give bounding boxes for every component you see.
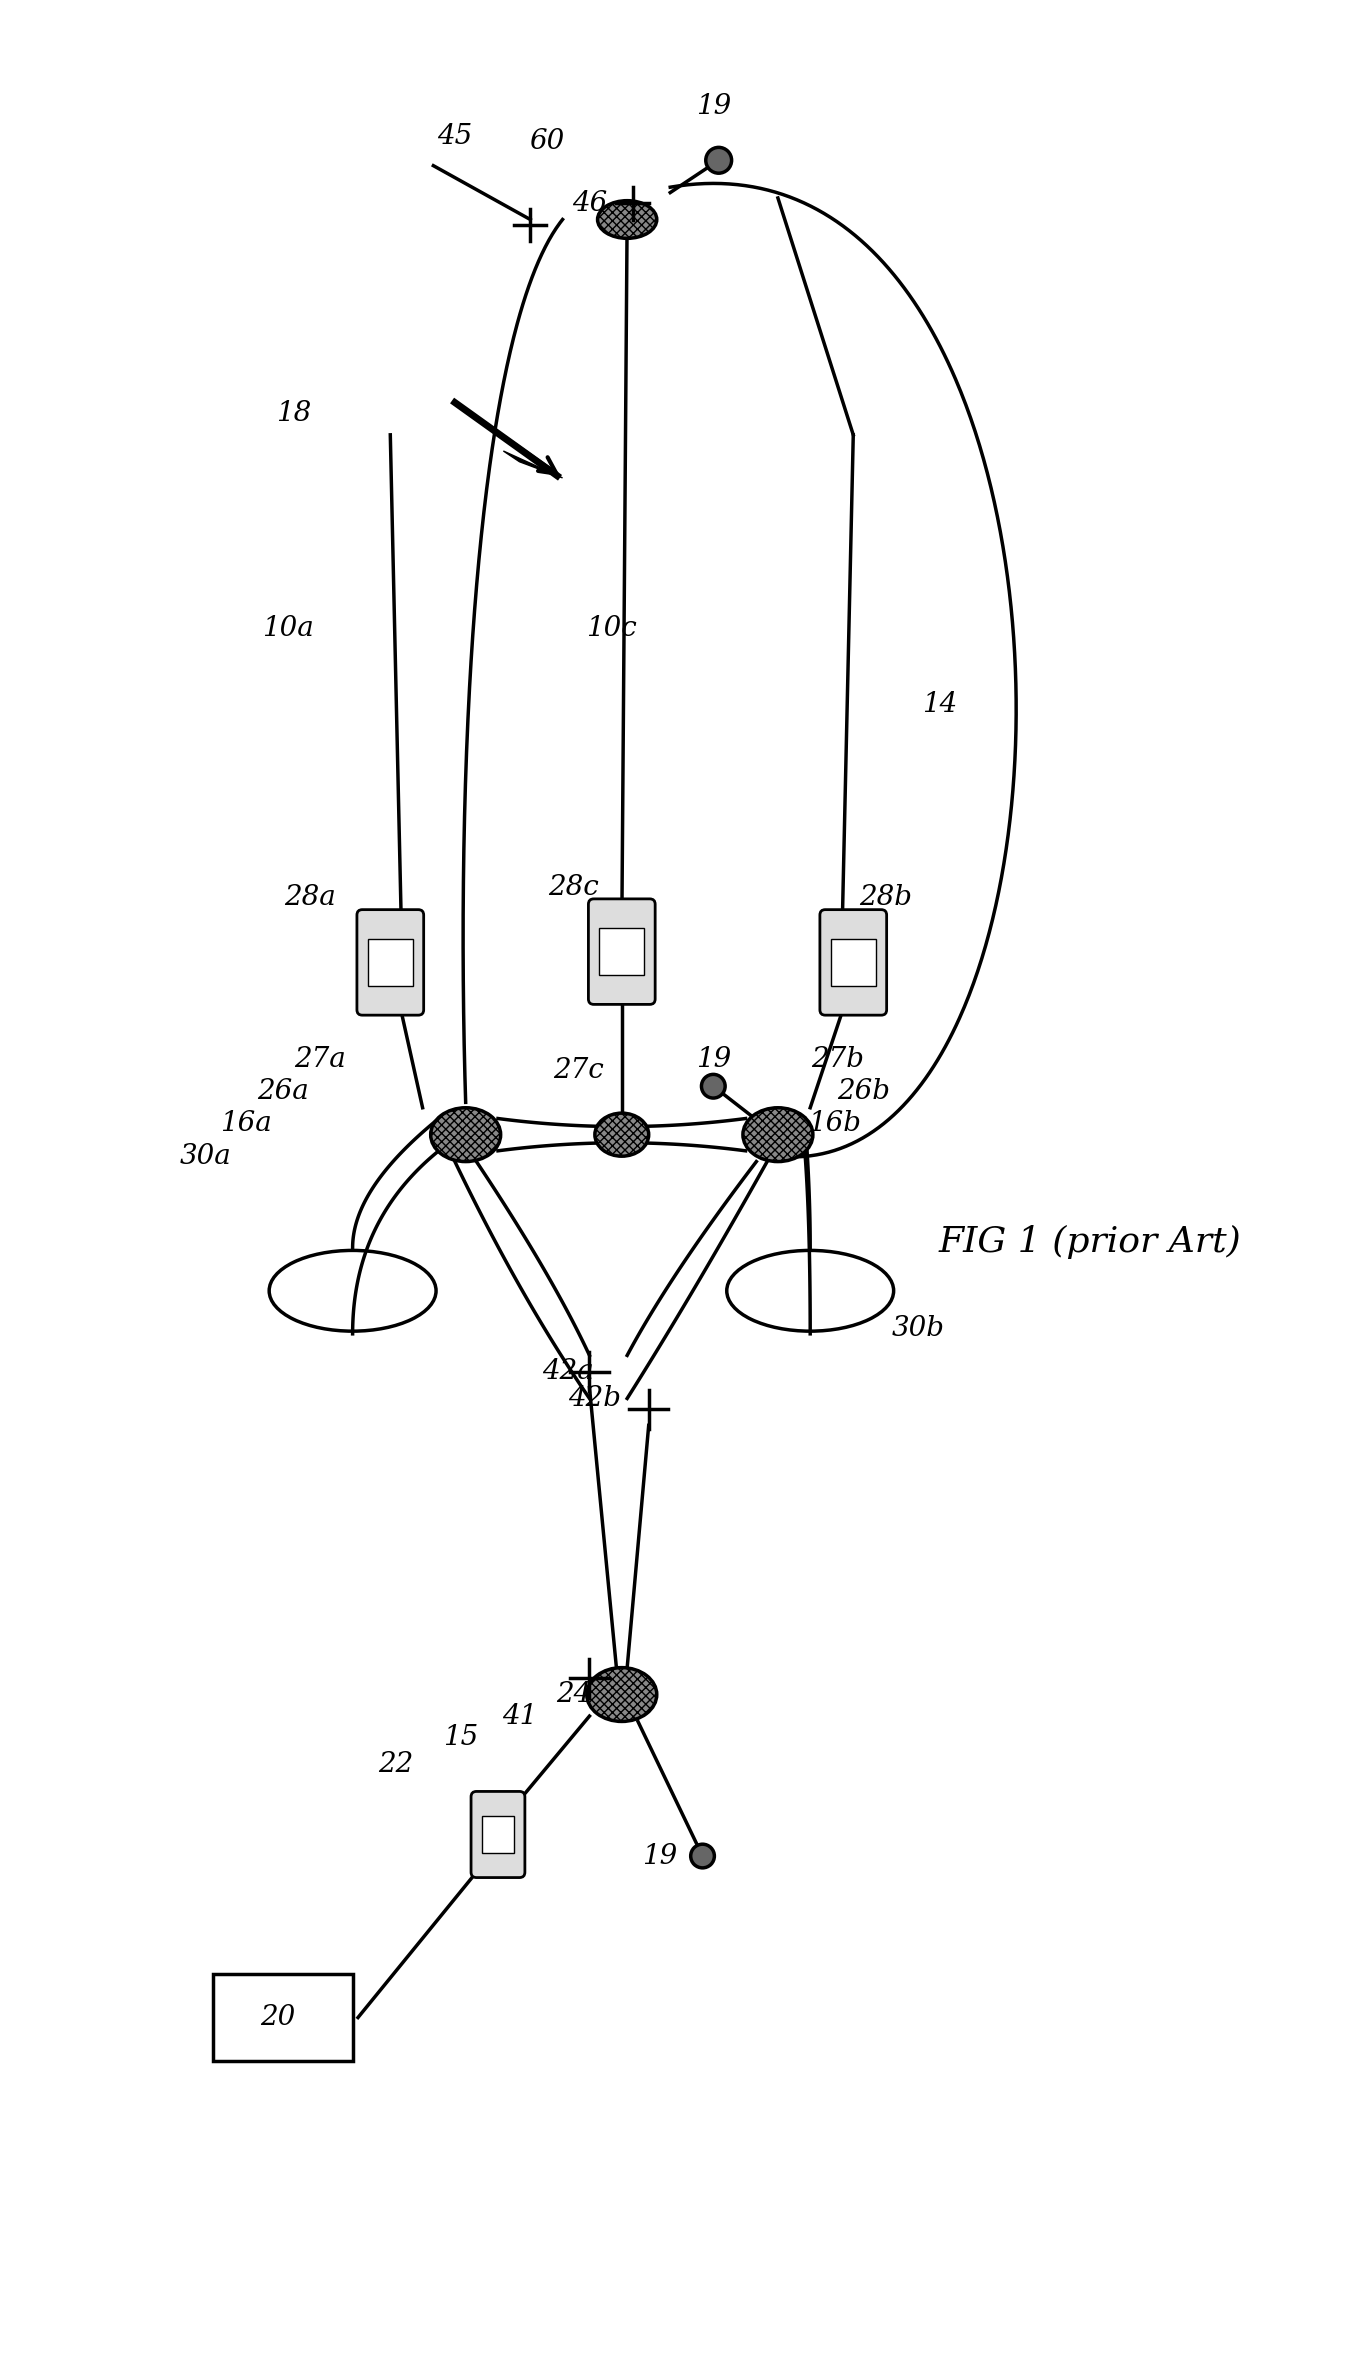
Text: 28c: 28c — [548, 872, 599, 901]
Text: 19: 19 — [642, 1842, 677, 1871]
Text: 28a: 28a — [283, 884, 335, 910]
Text: 16a: 16a — [221, 1110, 272, 1139]
Ellipse shape — [595, 1112, 648, 1155]
Text: 22: 22 — [379, 1752, 413, 1778]
Text: 45: 45 — [437, 124, 473, 150]
Circle shape — [706, 147, 731, 174]
Bar — [368, 939, 413, 986]
Circle shape — [701, 1074, 725, 1098]
Text: 26a: 26a — [257, 1079, 309, 1105]
Text: 26b: 26b — [838, 1079, 891, 1105]
Text: 19: 19 — [696, 93, 731, 119]
Text: 24: 24 — [556, 1681, 591, 1709]
Text: 15: 15 — [443, 1723, 478, 1752]
Text: 10a: 10a — [262, 616, 313, 642]
FancyBboxPatch shape — [588, 899, 655, 1005]
Text: 27a: 27a — [294, 1046, 346, 1072]
Text: 27c: 27c — [553, 1055, 605, 1084]
Bar — [831, 939, 876, 986]
Ellipse shape — [587, 1669, 656, 1721]
FancyBboxPatch shape — [357, 910, 424, 1015]
Circle shape — [691, 1845, 715, 1868]
Bar — [482, 1816, 513, 1854]
Text: 42a: 42a — [542, 1357, 594, 1386]
Text: 27b: 27b — [810, 1046, 864, 1072]
Text: 60: 60 — [528, 128, 564, 155]
Ellipse shape — [598, 200, 656, 238]
Text: 16b: 16b — [809, 1110, 861, 1139]
Polygon shape — [504, 452, 563, 478]
Text: FIG 1 (prior Art): FIG 1 (prior Art) — [938, 1224, 1242, 1260]
FancyBboxPatch shape — [820, 910, 887, 1015]
Text: 42b: 42b — [568, 1386, 621, 1412]
Text: 47: 47 — [599, 207, 635, 233]
Text: 19: 19 — [696, 1046, 731, 1072]
Bar — [212, 1975, 353, 2061]
Text: 30a: 30a — [180, 1143, 232, 1169]
Text: 14: 14 — [922, 689, 957, 718]
Text: 30b: 30b — [891, 1314, 944, 1343]
Bar — [599, 927, 644, 975]
FancyBboxPatch shape — [471, 1792, 524, 1878]
Text: 20: 20 — [260, 2004, 296, 2030]
Text: 28b: 28b — [859, 884, 913, 910]
Text: 41: 41 — [501, 1702, 537, 1730]
Text: 46: 46 — [572, 190, 607, 216]
Text: 10c: 10c — [586, 616, 636, 642]
Ellipse shape — [742, 1108, 813, 1162]
Text: 18: 18 — [275, 399, 311, 428]
Ellipse shape — [430, 1108, 501, 1162]
